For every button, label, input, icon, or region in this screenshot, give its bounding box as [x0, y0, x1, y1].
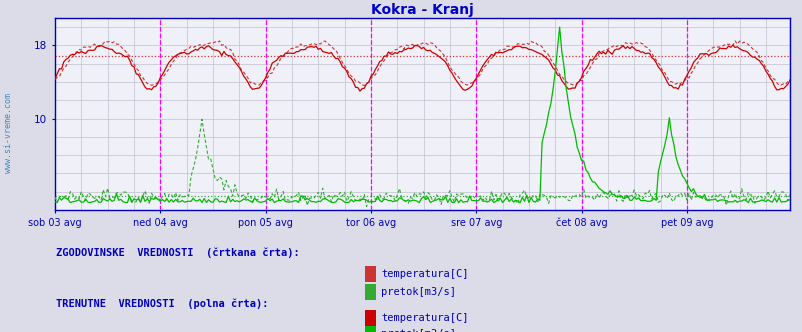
Text: temperatura[C]: temperatura[C] [381, 269, 468, 279]
Text: pretok[m3/s]: pretok[m3/s] [381, 329, 456, 332]
Text: TRENUTNE  VREDNOSTI  (polna črta):: TRENUTNE VREDNOSTI (polna črta): [56, 298, 269, 309]
Text: www.si-vreme.com: www.si-vreme.com [4, 93, 14, 173]
Text: temperatura[C]: temperatura[C] [381, 313, 468, 323]
Text: ZGODOVINSKE  VREDNOSTI  (črtkana črta):: ZGODOVINSKE VREDNOSTI (črtkana črta): [56, 247, 300, 258]
Title: Kokra - Kranj: Kokra - Kranj [371, 3, 473, 17]
Text: pretok[m3/s]: pretok[m3/s] [381, 287, 456, 297]
